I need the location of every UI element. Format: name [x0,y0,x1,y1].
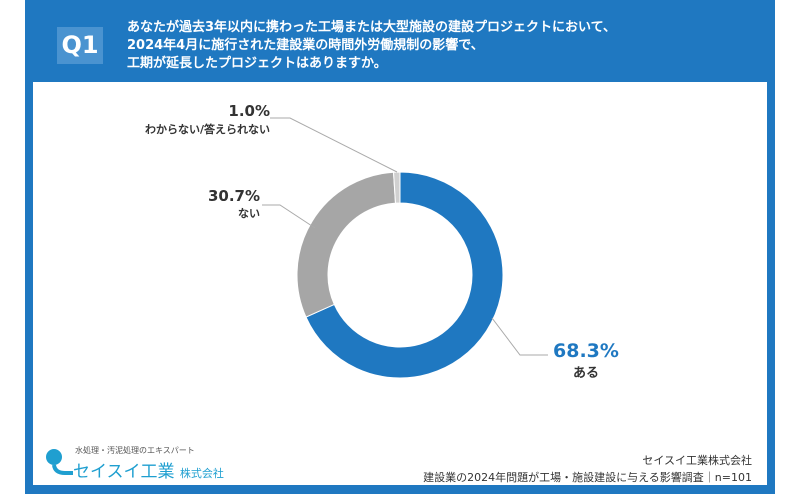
logo-tagline: 水処理・汚泥処理のエキスパート [75,446,195,455]
pct-label: 68.3% [553,340,619,362]
cat-label: ある [572,366,599,381]
logo-name-main: セイスイ工業 [73,462,175,482]
pct-label: 1.0% [228,102,270,120]
logo-name-suffix: 株式会社 [179,467,224,480]
question-line: 2024年4月に施行された建設業の時間外労働規制の影響で、 [127,38,484,53]
cat-label: わからない/答えられない [144,123,270,136]
cat-label: ない [238,207,260,220]
question-text: あなたが過去3年以内に携わった工場または大型施設の建設プロジェクトにおいて、 2… [127,19,616,73]
slice-1 [296,171,397,318]
leader-line [262,204,316,229]
chart-panel [33,82,767,485]
question-badge: Q1 [57,27,103,64]
slice-2 [393,171,401,204]
footer-survey: 建設業の2024年問題が工場・施設建設に与える影響調査｜n=101 [423,471,752,484]
footer-company: セイスイ工業株式会社 [642,454,752,467]
question-line: 工期が延長したプロジェクトはありますか。 [127,56,387,71]
question-line: あなたが過去3年以内に携わった工場または大型施設の建設プロジェクトにおいて、 [127,20,617,35]
label-no: 30.7% ない [160,187,260,221]
logo: 水処理・汚泥処理のエキスパート セイスイ工業 株式会社 [45,445,224,485]
slice-0 [305,171,504,379]
label-dontknow: 1.0% [170,102,270,120]
pct-label: 30.7% [207,187,260,205]
leader-line [270,117,398,173]
label-yes: 68.3% ある [553,340,619,381]
logo-name: セイスイ工業 株式会社 [73,457,224,482]
logo-mark-icon [46,449,73,475]
leader-line [491,317,548,356]
footer: セイスイ工業株式会社 建設業の2024年問題が工場・施設建設に与える影響調査｜n… [423,452,752,486]
